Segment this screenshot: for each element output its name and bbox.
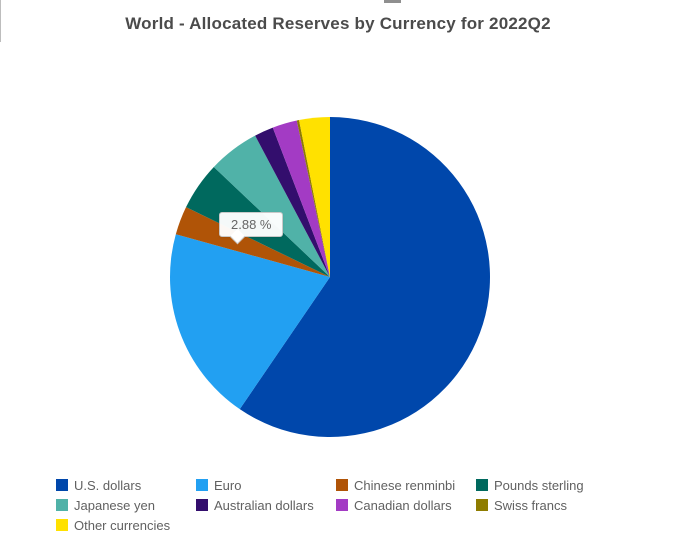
legend-swatch-japanese-yen <box>56 499 68 511</box>
left-edge-artifact <box>0 0 1 42</box>
legend-item-euro[interactable]: Euro <box>196 477 336 493</box>
legend-item-pounds-sterling[interactable]: Pounds sterling <box>476 477 616 493</box>
pie-slice-u-s-dollars[interactable] <box>239 117 491 437</box>
legend-swatch-u-s-dollars <box>56 479 68 491</box>
legend-item-australian-dollars[interactable]: Australian dollars <box>196 497 336 513</box>
pie-slice-swiss-francs[interactable] <box>296 120 330 277</box>
legend-item-canadian-dollars[interactable]: Canadian dollars <box>336 497 476 513</box>
legend-label: U.S. dollars <box>74 477 142 493</box>
legend-label: Euro <box>214 477 242 493</box>
legend-label: Chinese renminbi <box>354 477 456 493</box>
legend-swatch-pounds-sterling <box>476 479 488 491</box>
legend-swatch-canadian-dollars <box>336 499 348 511</box>
legend-item-chinese-renminbi[interactable]: Chinese renminbi <box>336 477 476 493</box>
legend-item-u-s-dollars[interactable]: U.S. dollars <box>56 477 196 493</box>
legend-swatch-chinese-renminbi <box>336 479 348 491</box>
pie-slice-chinese-renminbi[interactable] <box>175 207 330 277</box>
pie-slice-australian-dollars[interactable] <box>255 127 330 277</box>
legend-label: Other currencies <box>74 517 171 533</box>
legend-label: Pounds sterling <box>494 477 584 493</box>
legend-swatch-euro <box>196 479 208 491</box>
legend-swatch-australian-dollars <box>196 499 208 511</box>
tooltip: 2.88 % <box>219 212 284 245</box>
legend-swatch-other-currencies <box>56 519 68 531</box>
tooltip-value: 2.88 % <box>231 217 272 232</box>
legend-item-other-currencies[interactable]: Other currencies <box>56 517 196 533</box>
legend-label: Swiss francs <box>494 497 567 513</box>
pie-slice-canadian-dollars[interactable] <box>272 120 330 278</box>
legend: U.S. dollars Euro Chinese renminbi Pounds s… <box>56 477 616 533</box>
pie-slice-japanese-yen[interactable] <box>213 135 330 277</box>
pie-slice-other-currencies[interactable] <box>299 117 330 277</box>
legend-swatch-swiss-francs <box>476 499 488 511</box>
pie-chart[interactable] <box>165 112 495 442</box>
legend-label: Australian dollars <box>214 497 314 513</box>
legend-label: Canadian dollars <box>354 497 452 513</box>
chart-title: World - Allocated Reserves by Currency f… <box>125 14 551 33</box>
legend-item-japanese-yen[interactable]: Japanese yen <box>56 497 196 513</box>
top-scrollbar-artifact <box>384 0 401 3</box>
pie-slice-euro[interactable] <box>170 234 330 410</box>
legend-label: Japanese yen <box>74 497 155 513</box>
legend-item-swiss-francs[interactable]: Swiss francs <box>476 497 616 513</box>
